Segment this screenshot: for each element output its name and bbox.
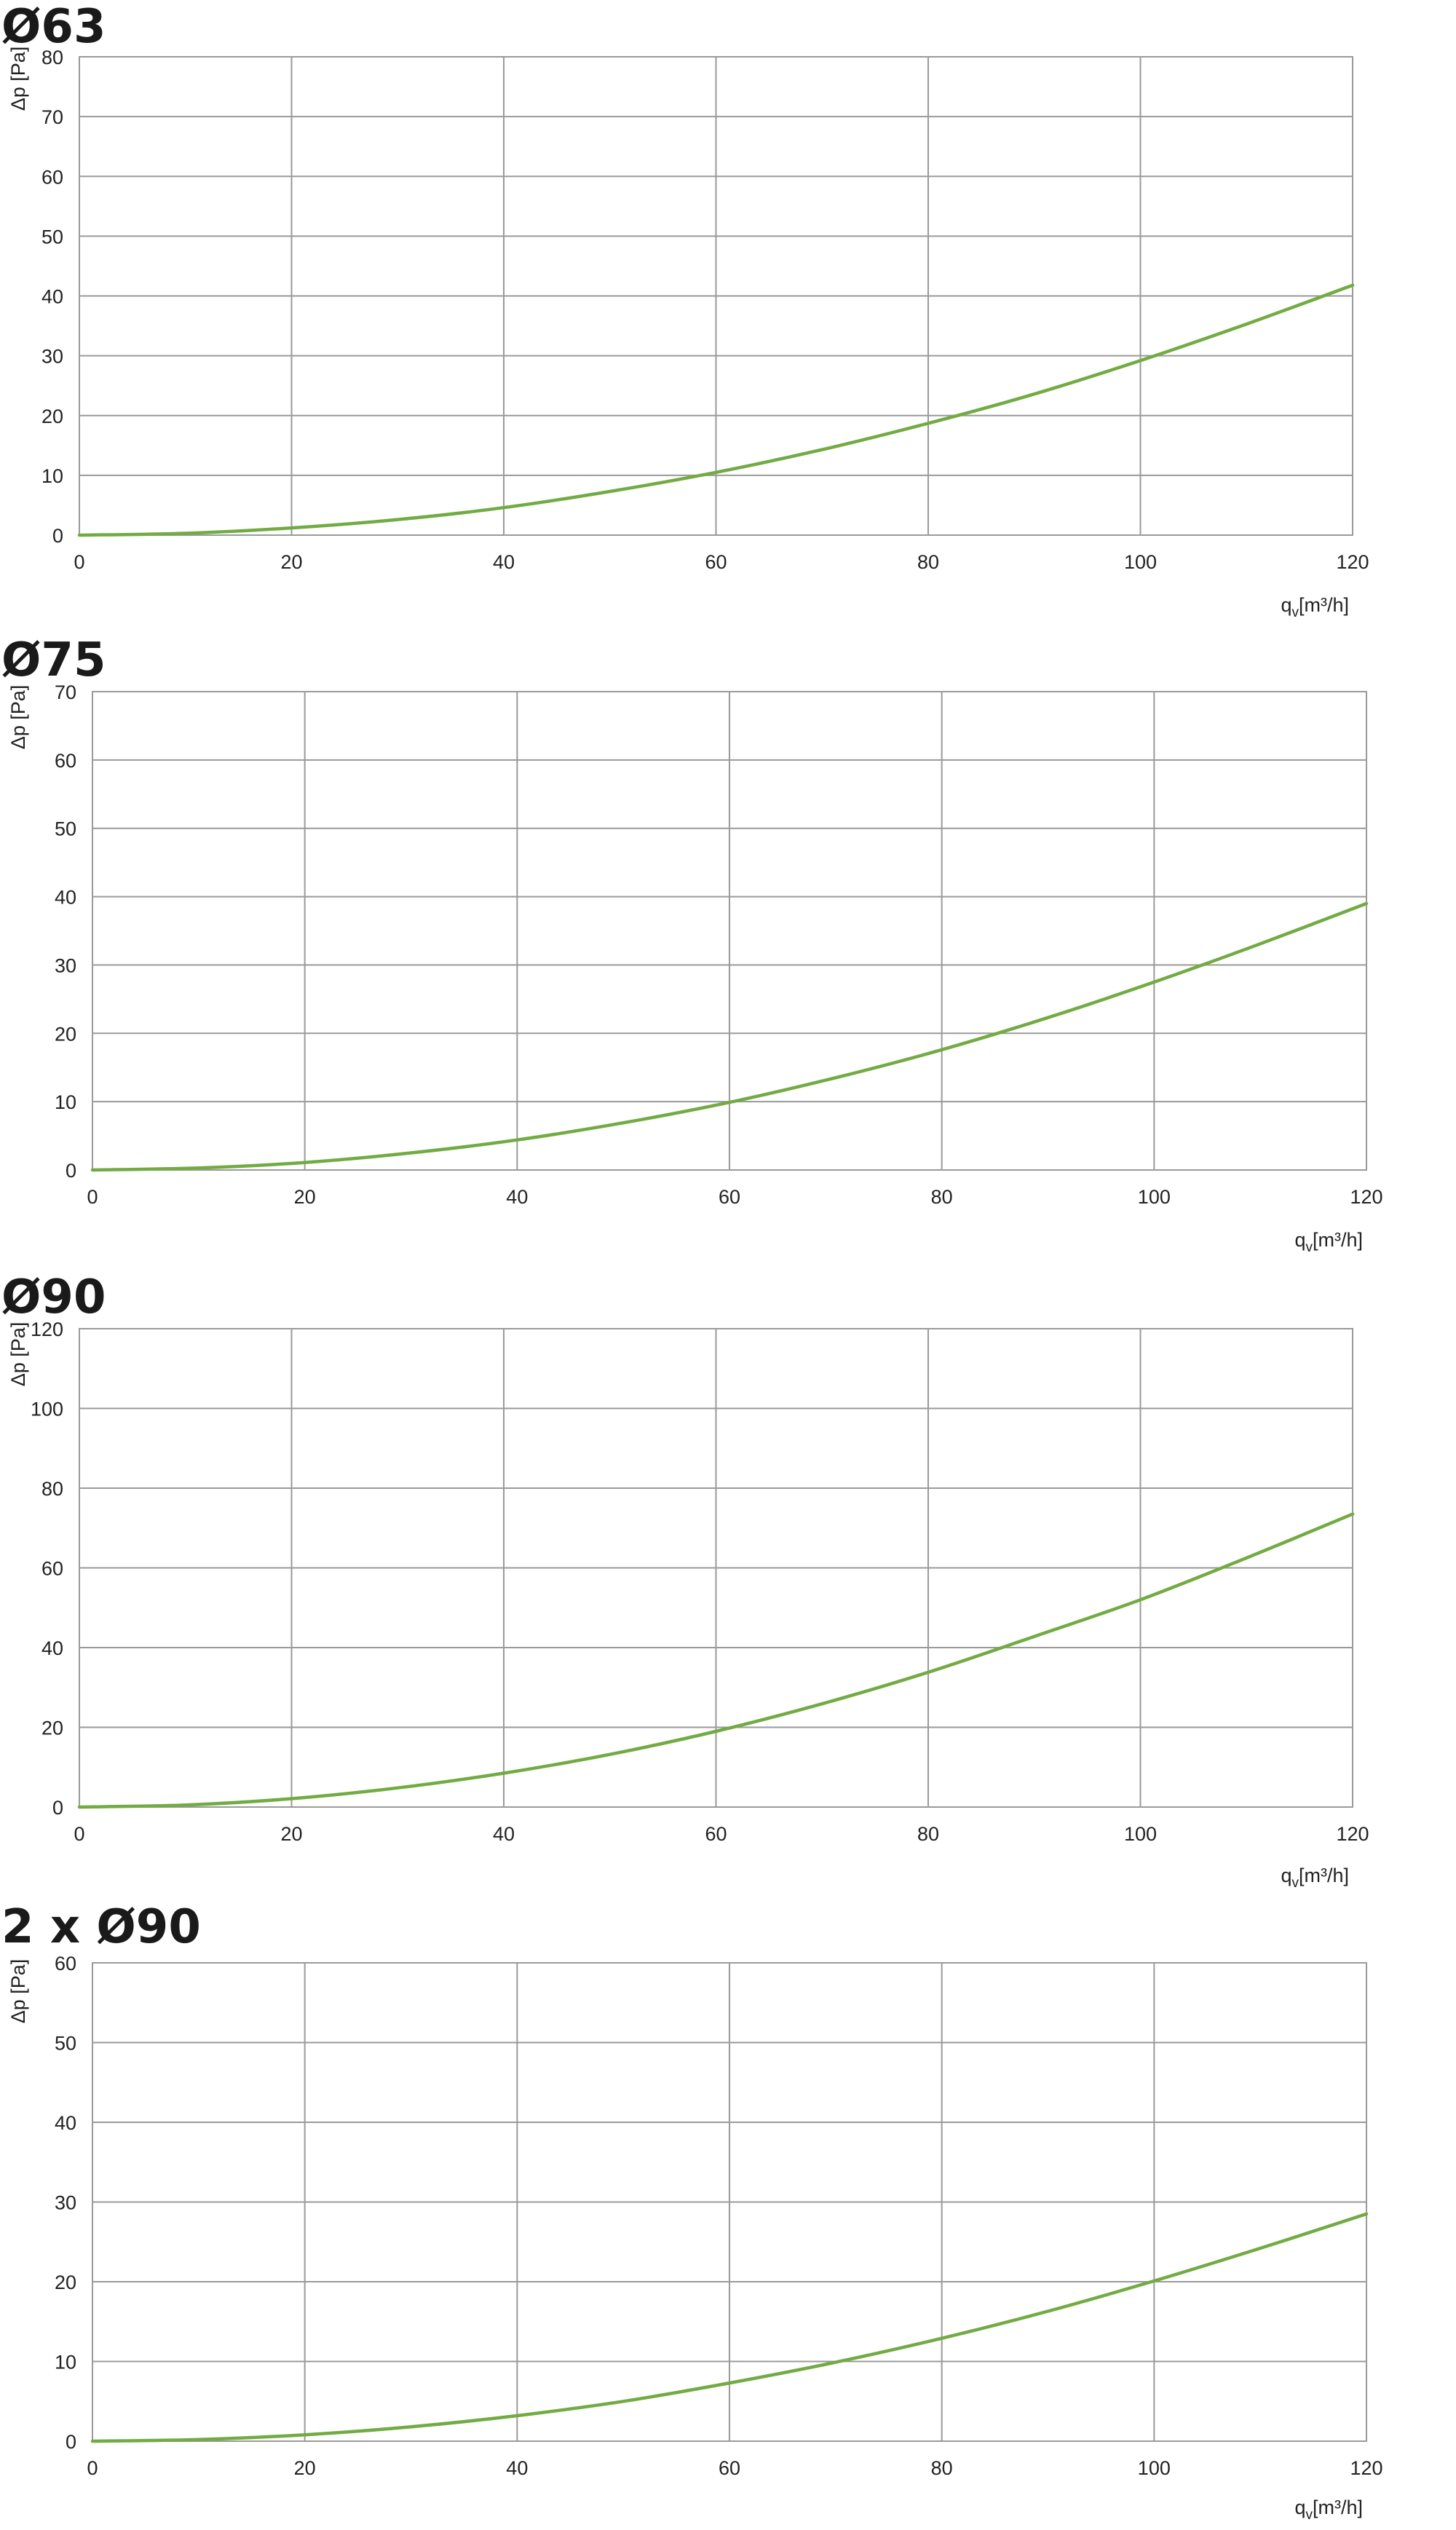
y-tick-label: 60 xyxy=(55,750,76,772)
y-tick-label: 70 xyxy=(55,681,76,703)
y-tick-label: 10 xyxy=(55,2352,76,2373)
chart-title: Ø90 xyxy=(1,1270,106,1324)
x-tick-label: 120 xyxy=(1350,1186,1382,1208)
x-tick-label: 80 xyxy=(917,551,939,573)
pressure-curve-line xyxy=(77,283,1355,537)
y-tick-label: 70 xyxy=(41,106,63,128)
y-tick-label: 50 xyxy=(55,818,76,840)
x-tick-label: 100 xyxy=(1124,551,1157,573)
x-tick-label: 40 xyxy=(506,1186,528,1208)
y-tick-label: 40 xyxy=(41,1637,63,1659)
chart-title: Ø75 xyxy=(1,633,106,687)
x-tick-label: 80 xyxy=(931,1186,953,1208)
pressure-curve-line xyxy=(90,901,1369,1172)
y-tick-label: 0 xyxy=(52,1797,63,1819)
y-tick-label: 80 xyxy=(41,47,63,68)
x-tick-label: 100 xyxy=(1138,1186,1171,1208)
y-tick-label: 60 xyxy=(41,1558,63,1580)
pressure-curve-line xyxy=(77,1512,1355,1809)
x-tick-label: 120 xyxy=(1350,2457,1382,2479)
x-tick-label: 60 xyxy=(719,1186,740,1208)
y-tick-label: 30 xyxy=(55,2192,76,2214)
y-axis-label: Δp [Pa] xyxy=(7,685,29,750)
y-tick-label: 0 xyxy=(52,525,63,547)
y-tick-label: 10 xyxy=(41,465,63,487)
plot-frame xyxy=(92,691,1367,1171)
y-tick-label: 0 xyxy=(66,1160,76,1182)
x-tick-label: 100 xyxy=(1138,2457,1171,2479)
y-tick-label: 60 xyxy=(41,166,63,188)
y-tick-label: 20 xyxy=(41,1717,63,1739)
x-tick-label: 0 xyxy=(87,2457,98,2479)
x-axis-label: qv[m³/h] xyxy=(1294,1229,1363,1255)
x-tick-label: 60 xyxy=(705,1823,727,1845)
chart-title: 2 x Ø90 xyxy=(1,1900,201,1954)
x-tick-label: 60 xyxy=(719,2457,740,2479)
x-axis-label: qv[m³/h] xyxy=(1281,1865,1349,1891)
x-tick-label: 120 xyxy=(1336,551,1369,573)
y-tick-label: 60 xyxy=(55,1953,76,1974)
y-tick-label: 40 xyxy=(55,2112,76,2134)
plot-frame xyxy=(92,1962,1367,2442)
y-tick-label: 20 xyxy=(55,1023,76,1045)
y-tick-label: 10 xyxy=(55,1091,76,1113)
x-tick-label: 0 xyxy=(74,1823,84,1845)
x-tick-label: 80 xyxy=(931,2457,953,2479)
y-axis-label: Δp [Pa] xyxy=(7,1322,29,1387)
chart-panel-4: 2 x Ø90 0 20 40 60 80 100 120 0 10 20 30 40 50 60 Δp [P… xyxy=(1,1900,1383,2523)
y-tick-label: 30 xyxy=(55,954,76,976)
y-tick-label: 0 xyxy=(66,2431,76,2453)
y-tick-label: 100 xyxy=(31,1399,63,1420)
y-axis-label: Δp [Pa] xyxy=(7,47,29,111)
y-tick-label: 20 xyxy=(55,2272,76,2293)
y-tick-label: 50 xyxy=(55,2033,76,2055)
y-tick-label: 40 xyxy=(41,286,63,308)
chart-title: Ø63 xyxy=(1,0,106,54)
x-tick-label: 60 xyxy=(705,551,727,573)
plot-frame xyxy=(79,1328,1353,1808)
y-tick-label: 30 xyxy=(41,346,63,368)
x-tick-label: 0 xyxy=(74,551,84,573)
x-tick-label: 20 xyxy=(294,2457,316,2479)
x-tick-label: 20 xyxy=(294,1186,316,1208)
x-tick-label: 40 xyxy=(493,551,515,573)
x-axis-label: qv[m³/h] xyxy=(1294,2497,1363,2523)
y-tick-label: 50 xyxy=(41,226,63,248)
chart-panel-2: Ø75 0 20 40 60 80 100 120 0 10 20 30 40 50 60 70 Δp [Pa]… xyxy=(1,633,1383,1255)
pressure-curve-line xyxy=(90,2212,1369,2443)
x-tick-label: 0 xyxy=(87,1186,98,1208)
x-tick-label: 20 xyxy=(280,1823,302,1845)
y-tick-label: 40 xyxy=(55,887,76,909)
x-tick-label: 40 xyxy=(506,2457,528,2479)
x-axis-label: qv[m³/h] xyxy=(1281,594,1349,620)
y-tick-label: 20 xyxy=(41,406,63,427)
x-tick-label: 20 xyxy=(280,551,302,573)
chart-panel-1: Ø63 0 20 40 60 80 100 120 0 10 20 30 40 50 60 70 80 Δp [P… xyxy=(1,0,1369,620)
x-tick-label: 40 xyxy=(493,1823,515,1845)
plot-frame xyxy=(79,56,1353,536)
y-axis-label: Δp [Pa] xyxy=(7,1959,29,2024)
y-tick-label: 120 xyxy=(31,1319,63,1340)
x-tick-label: 120 xyxy=(1336,1823,1369,1845)
x-tick-label: 80 xyxy=(917,1823,939,1845)
y-tick-label: 80 xyxy=(41,1478,63,1500)
x-tick-label: 100 xyxy=(1124,1823,1157,1845)
